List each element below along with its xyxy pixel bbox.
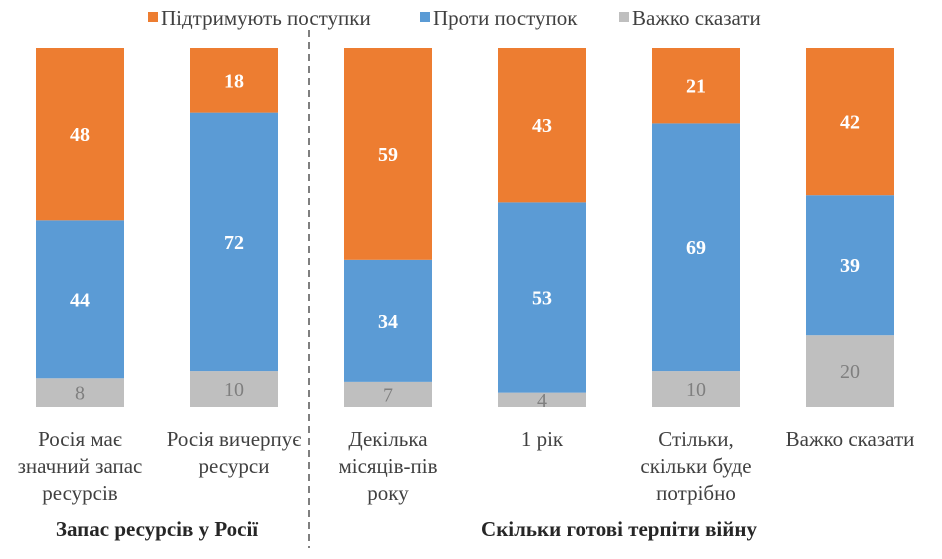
data-label: 21 xyxy=(686,76,706,98)
bar-segment xyxy=(652,371,740,407)
category-label: року xyxy=(367,481,409,505)
bar-segment xyxy=(498,48,586,203)
data-label: 20 xyxy=(840,361,860,383)
data-label: 10 xyxy=(686,379,706,401)
data-label: 42 xyxy=(840,112,860,134)
legend-label: Проти поступок xyxy=(433,6,578,30)
bar-segment xyxy=(36,378,124,407)
category-label: значний запас xyxy=(18,454,143,478)
category-label: місяців-пів xyxy=(338,454,437,478)
category-label: Стільки, xyxy=(658,427,734,451)
category-label: 1 рік xyxy=(521,427,564,451)
data-label: 59 xyxy=(378,144,398,166)
category-label: Росія має xyxy=(38,427,122,451)
category-label: Росія вичерпує xyxy=(167,427,302,451)
bar-segment xyxy=(344,48,432,260)
data-label: 43 xyxy=(532,115,552,137)
data-label: 44 xyxy=(70,289,90,311)
bar-segment xyxy=(498,202,586,393)
data-label: 10 xyxy=(224,379,244,401)
group-label: Запас ресурсів у Росії xyxy=(56,517,258,541)
bar-segment xyxy=(190,371,278,407)
category-label: ресурси xyxy=(199,454,270,478)
legend-swatch xyxy=(619,12,629,22)
data-label: 69 xyxy=(686,237,706,259)
data-label: 34 xyxy=(378,311,398,333)
bar-segment xyxy=(190,48,278,113)
bar-segment xyxy=(344,381,432,407)
data-label: 39 xyxy=(840,255,860,277)
bar-segment xyxy=(806,48,894,196)
bar-segment xyxy=(652,123,740,372)
group-label: Скільки готові терпіти війну xyxy=(481,517,757,541)
data-label: 18 xyxy=(224,70,244,92)
data-label: 4 xyxy=(537,390,547,412)
bar-segment xyxy=(344,259,432,382)
legend-label: Підтримують поступки xyxy=(161,6,371,30)
data-label: 53 xyxy=(532,288,552,310)
category-label: потрібно xyxy=(656,481,736,505)
bar-segment xyxy=(36,220,124,379)
bar-segment xyxy=(190,112,278,372)
legend-swatch xyxy=(148,12,158,22)
category-label: скільки буде xyxy=(640,454,751,478)
category-label: Декілька xyxy=(348,427,428,451)
category-label: Важко сказати xyxy=(786,427,915,451)
bar-segment xyxy=(806,335,894,407)
data-label: 7 xyxy=(383,384,393,406)
bar-segment xyxy=(806,195,894,336)
legend-label: Важко сказати xyxy=(632,6,761,30)
data-label: 8 xyxy=(75,383,85,405)
bar-segment xyxy=(498,392,586,407)
category-label: ресурсів xyxy=(42,481,118,505)
data-label: 72 xyxy=(224,232,244,254)
bar-segment xyxy=(36,48,124,221)
bar-segment xyxy=(652,48,740,124)
legend-swatch xyxy=(420,12,430,22)
data-label: 48 xyxy=(70,124,90,146)
